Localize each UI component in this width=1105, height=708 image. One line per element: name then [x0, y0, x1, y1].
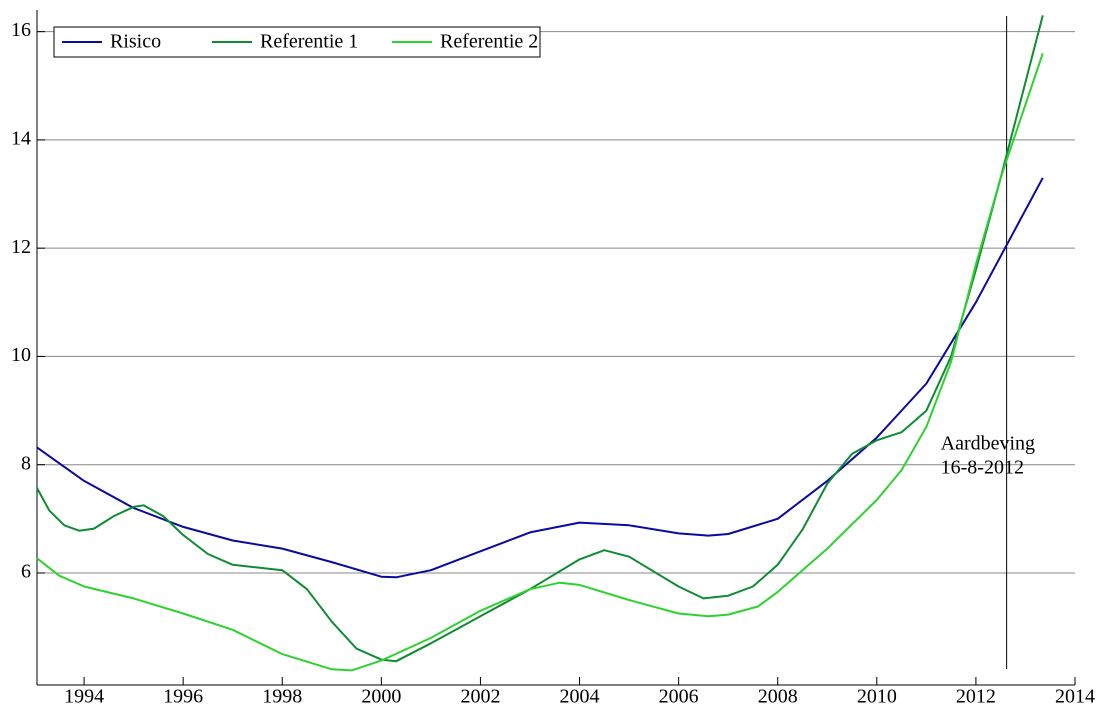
x-tick-label: 2004 [560, 686, 600, 708]
annotation: 16-8-2012 [941, 457, 1024, 479]
x-tick-label: 2012 [956, 686, 996, 708]
y-tick-label: 8 [21, 452, 31, 474]
x-tick-label: 1994 [64, 686, 104, 708]
line-series [36, 177, 1044, 579]
x-tick-label: 1996 [163, 686, 203, 708]
legend-label: Risico [110, 31, 161, 53]
x-tick-label: 1998 [262, 686, 302, 708]
y-tick-label: 6 [21, 561, 31, 583]
x-tick-label: 2006 [659, 686, 699, 708]
line-series [36, 52, 1044, 672]
y-tick-label: 14 [11, 128, 31, 150]
x-tick-label: 2010 [857, 686, 897, 708]
legend-label: Referentie 1 [260, 31, 358, 53]
y-tick-label: 12 [11, 236, 31, 258]
line-series [36, 15, 1044, 663]
x-tick-label: 2002 [460, 686, 500, 708]
y-tick-label: 10 [11, 344, 31, 366]
x-tick-label: 2014 [1055, 686, 1095, 708]
legend-label: Referentie 2 [440, 31, 538, 53]
y-tick-label: 16 [11, 19, 31, 41]
x-tick-label: 2000 [361, 686, 401, 708]
annotation: Aardbeving [941, 433, 1035, 455]
legend-box [53, 26, 541, 58]
x-tick-label: 2008 [758, 686, 798, 708]
